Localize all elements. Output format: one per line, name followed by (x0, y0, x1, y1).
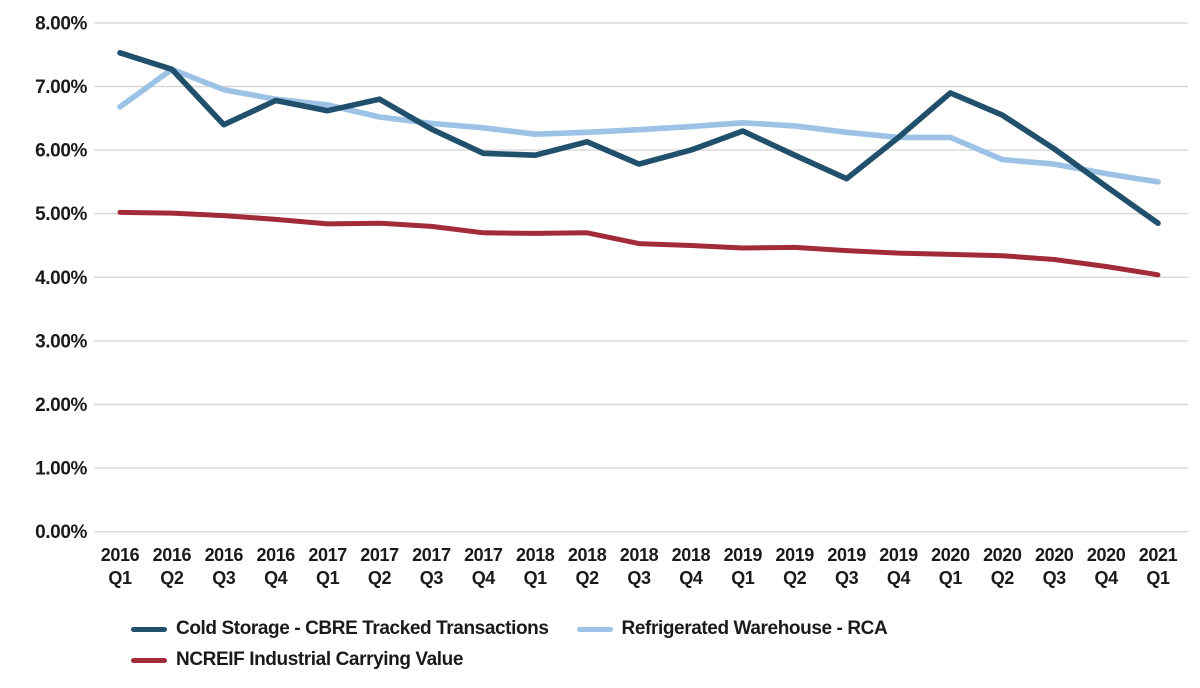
x-tick-label: 2016 Q3 (205, 545, 244, 588)
x-tick-label: 2017 Q3 (412, 545, 451, 588)
x-tick-label: 2019 Q2 (775, 545, 814, 588)
y-tick-label: 1.00% (35, 459, 87, 480)
x-tick-label: 2018 Q4 (672, 545, 711, 588)
y-tick-label: 0.00% (35, 522, 87, 543)
x-tick-label: 2020 Q1 (931, 545, 970, 588)
x-tick-label: 2020 Q4 (1087, 545, 1126, 588)
legend-label-ncreif: NCREIF Industrial Carrying Value (176, 649, 464, 670)
x-axis-tick-labels: 2016 Q1 2016 Q2 2016 Q3 2016 Q4 2017 Q1 2017 Q2 2017… (101, 545, 1178, 588)
legend-swatch-cold-storage-line (131, 626, 167, 632)
x-tick-label: 2019 Q3 (827, 545, 866, 588)
x-tick-label: 2017 Q1 (308, 545, 347, 588)
y-tick-label: 5.00% (35, 204, 87, 225)
y-tick-label: 4.00% (35, 268, 87, 289)
legend-item-ncreif: NCREIF Industrial Carrying Value (131, 649, 463, 671)
legend-row-1: Cold Storage - CBRE Tracked Transactions… (131, 618, 888, 640)
legend-item-refrigerated-warehouse: Refrigerated Warehouse - RCA (576, 618, 888, 640)
x-tick-label: 2020 Q2 (983, 545, 1022, 588)
x-tick-label: 2017 Q4 (464, 545, 503, 588)
x-tick-label: 2016 Q2 (153, 545, 192, 588)
legend-label-cold-storage: Cold Storage - CBRE Tracked Transactions (176, 618, 549, 639)
legend-swatch-refrigerated-warehouse-line (576, 626, 613, 632)
chart-legend: Cold Storage - CBRE Tracked Transactions… (131, 618, 888, 680)
x-tick-label: 2017 Q2 (360, 545, 399, 588)
cold-storage-cbre-tracked-transactions-line (117, 49, 1161, 226)
x-tick-label: 2018 Q3 (620, 545, 659, 588)
legend-label-refrigerated-warehouse: Refrigerated Warehouse - RCA (621, 618, 888, 639)
y-tick-label: 8.00% (35, 13, 87, 34)
ncreif-industrial-carrying-value-line (117, 209, 1161, 278)
x-tick-label: 2021 Q1 (1139, 545, 1178, 588)
y-tick-label: 2.00% (35, 395, 87, 416)
x-tick-label: 2019 Q1 (724, 545, 763, 588)
legend-swatch-ncreif-line (131, 657, 167, 663)
x-tick-label: 2020 Q3 (1035, 545, 1074, 588)
x-tick-label: 2019 Q4 (879, 545, 918, 588)
legend-item-cold-storage: Cold Storage - CBRE Tracked Transactions (131, 618, 549, 640)
x-tick-label: 2018 Q2 (568, 545, 607, 588)
y-tick-label: 3.00% (35, 331, 87, 352)
y-axis-tick-labels: 8.00% 7.00% 6.00% 5.00% 4.00% 3.00% 2.00% 1.00%… (35, 13, 88, 543)
x-tick-label: 2016 Q4 (256, 545, 295, 588)
y-tick-label: 7.00% (35, 77, 87, 98)
gridlines (94, 22, 1188, 533)
x-tick-label: 2018 Q1 (516, 545, 555, 588)
x-tick-label: 2016 Q1 (101, 545, 140, 588)
legend-row-2: NCREIF Industrial Carrying Value (131, 649, 887, 671)
y-tick-label: 6.00% (35, 141, 87, 162)
